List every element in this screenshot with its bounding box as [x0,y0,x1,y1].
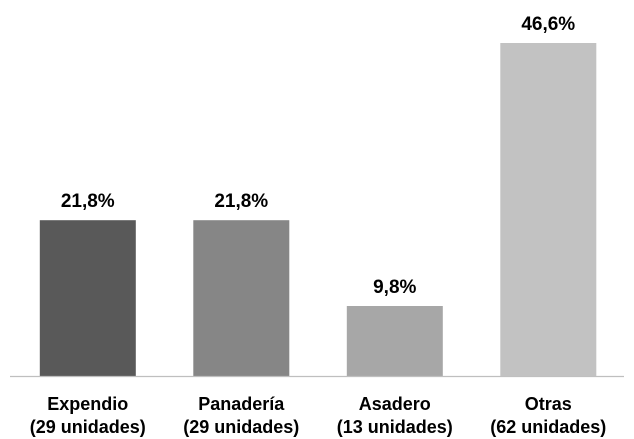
bar-2 [193,220,290,376]
bar-1 [39,220,136,376]
value-label-4: 46,6% [521,14,575,35]
category-labels-group: Expendio (29 unidades) Panadería (29 unidad… [30,394,607,437]
bar-3 [346,306,443,376]
category-label-1-line2: (29 unidades) [30,417,146,437]
value-labels-group: 21,8% 21,8% 9,8% 46,6% [61,14,575,298]
value-label-1: 21,8% [61,191,115,212]
category-label-1-line1: Expendio [47,394,128,414]
category-label-3-line2: (13 unidades) [337,417,453,437]
category-label-4-line1: Otras [525,394,572,414]
bars-group [39,43,597,376]
bar-4 [500,43,597,376]
category-label-2-line1: Panadería [198,394,285,414]
value-label-3: 9,8% [373,277,416,298]
category-label-4-line2: (62 unidades) [490,417,606,437]
category-label-2-line2: (29 unidades) [183,417,299,437]
category-label-3-line1: Asadero [359,394,431,414]
value-label-2: 21,8% [214,191,268,212]
